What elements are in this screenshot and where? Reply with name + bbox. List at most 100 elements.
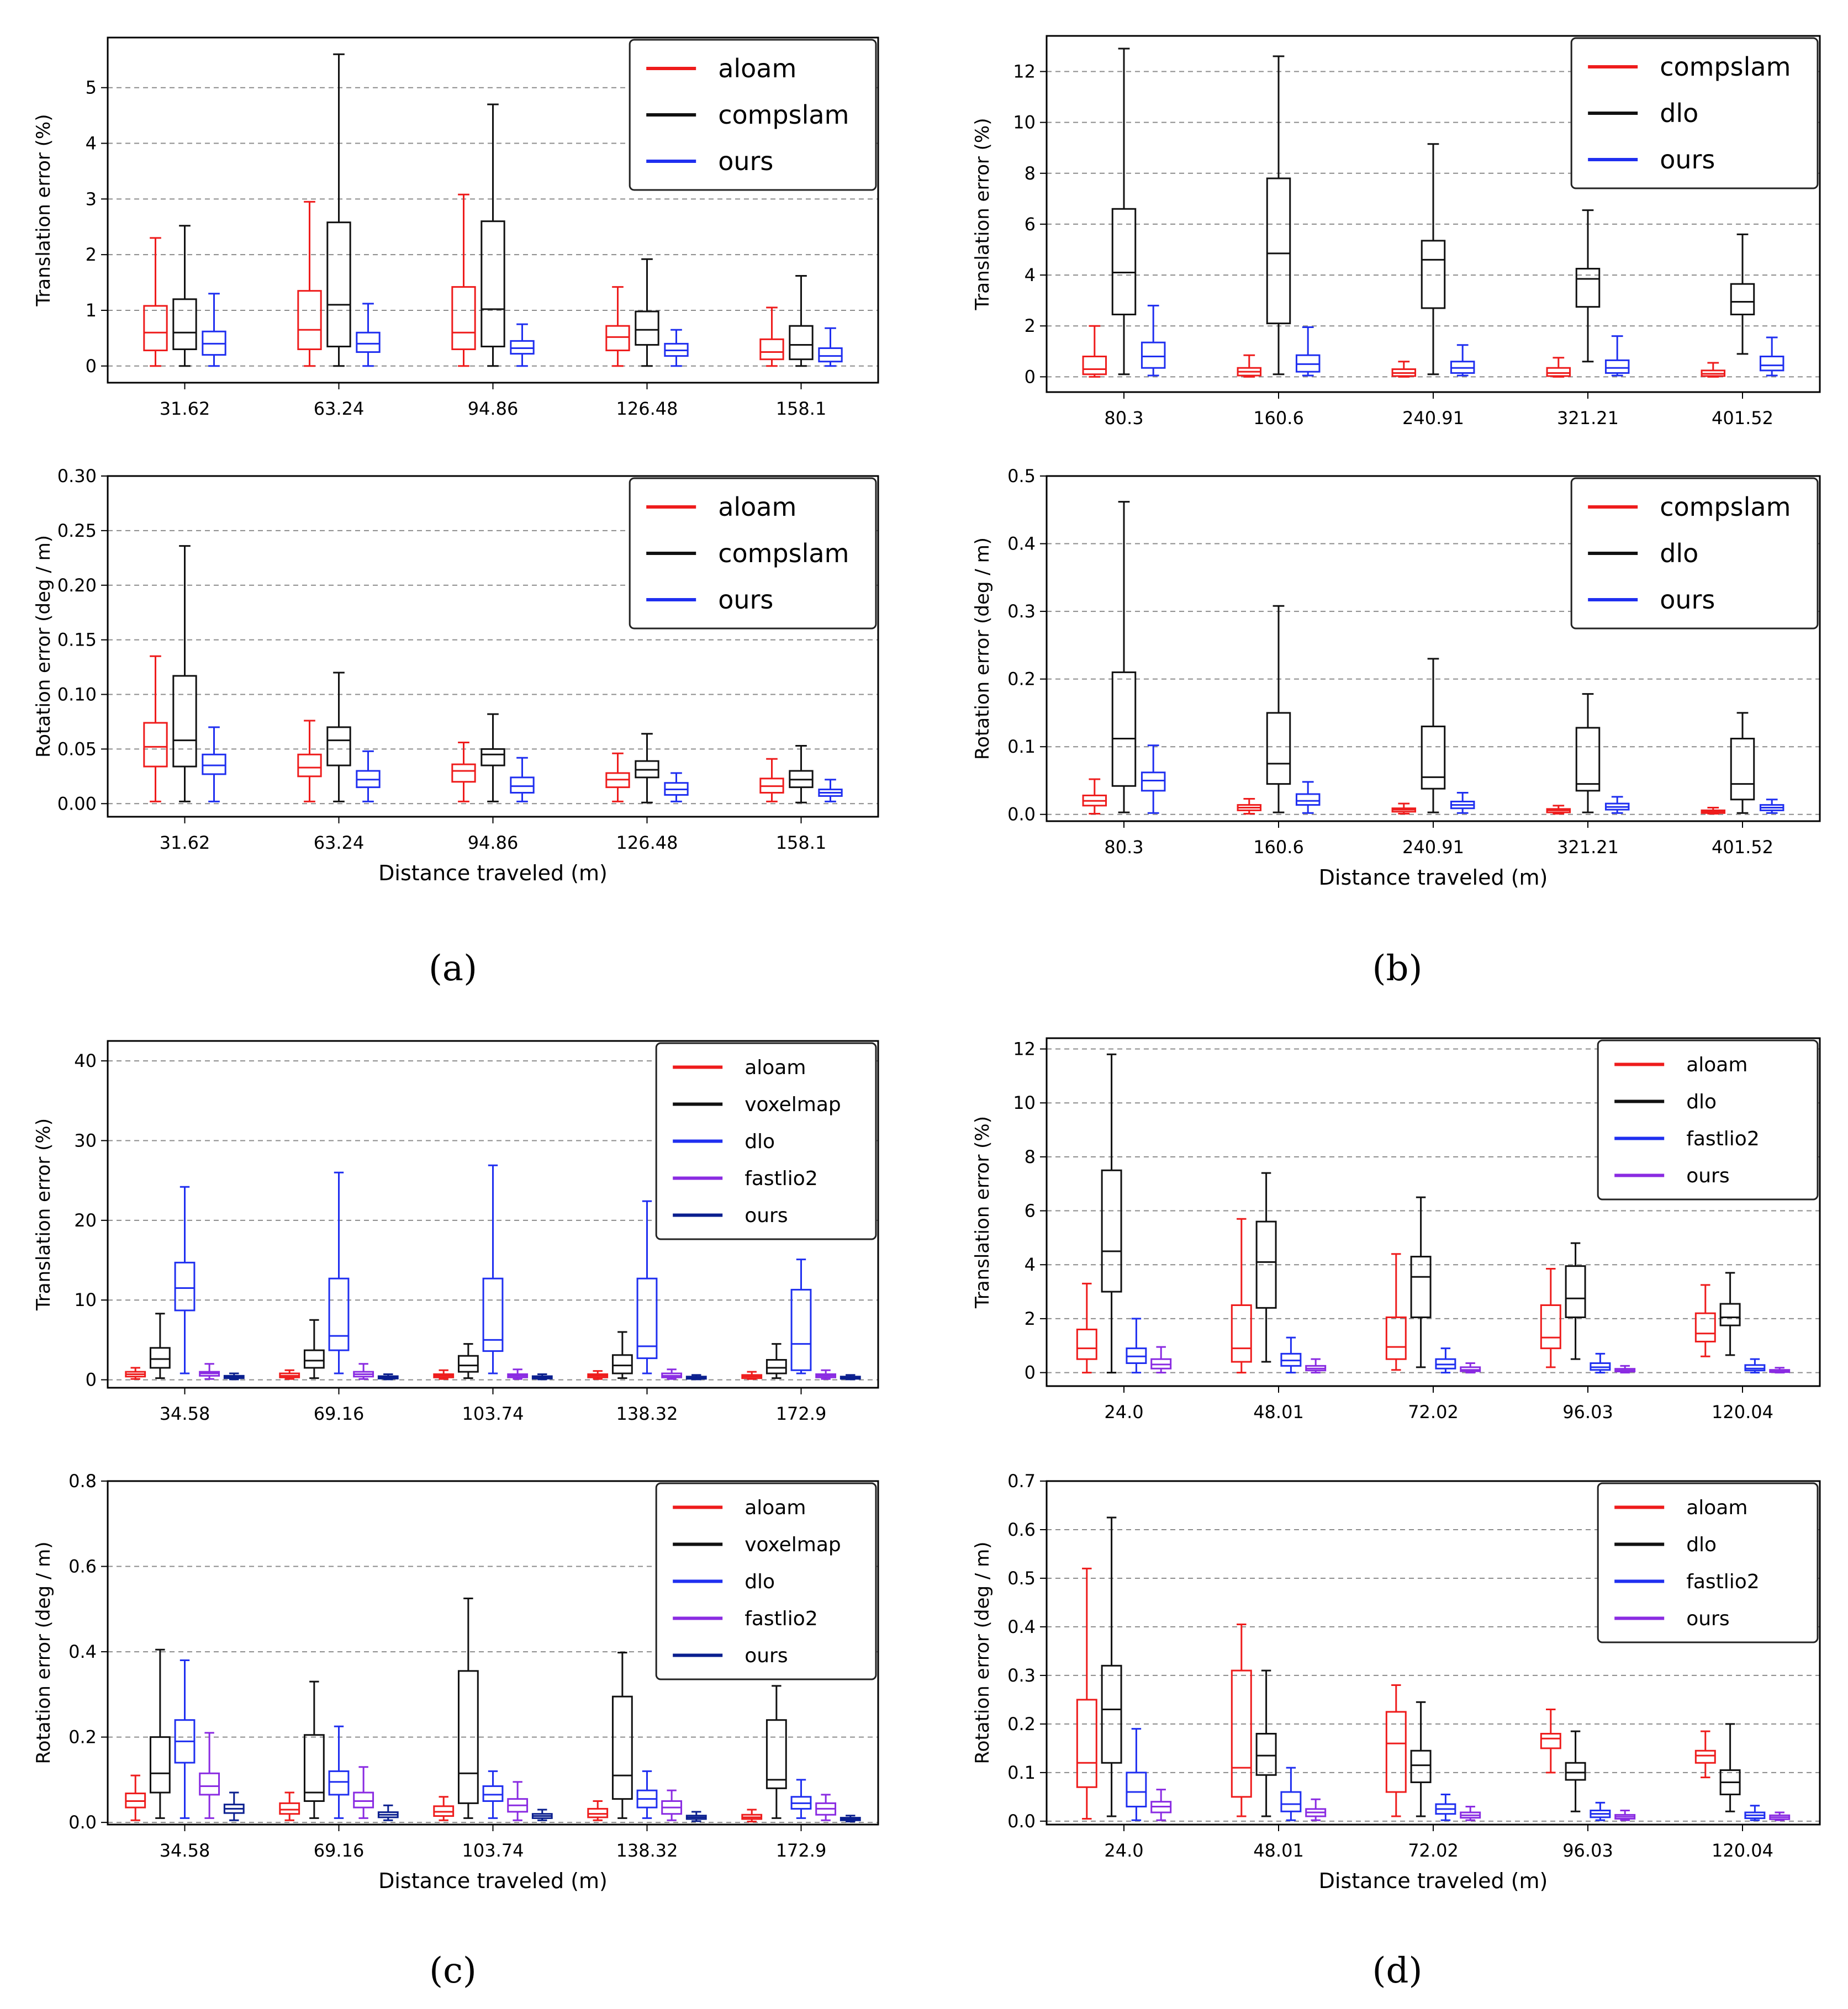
box-iqr (457, 1355, 479, 1373)
legend: aloam voxelmap dlo fastlio2 ours (655, 1042, 877, 1240)
box-ours-2 (510, 323, 535, 367)
x-tick-label: 48.01 (1253, 1840, 1304, 1861)
box-iqr (1295, 793, 1321, 806)
x-tick-label: 24.0 (1104, 1840, 1143, 1861)
box-compslam-4 (789, 274, 814, 367)
box-voxelmap-3 (611, 1331, 633, 1379)
box-aloam-2 (451, 193, 476, 367)
x-tick-label: 24.0 (1104, 1402, 1143, 1423)
box-iqr (457, 1670, 479, 1804)
box-iqr (297, 753, 322, 778)
legend-frame (1570, 37, 1819, 189)
y-axis-label: Translation error (%) (33, 114, 55, 306)
box-fastlio2-4 (1744, 1805, 1766, 1821)
box-iqr (326, 726, 351, 766)
y-tick-label: 0.6 (1007, 1519, 1036, 1540)
box-aloam-4 (1694, 1284, 1716, 1357)
chart-a-translation: 0 1 2 3 4 5 31.62 63.24 94.86 126.48 158.1 Translat… (33, 36, 879, 419)
box-ours-0 (223, 1372, 245, 1381)
box-aloam-4 (1694, 1730, 1716, 1779)
box-dlo-4 (790, 1779, 812, 1819)
box-iqr (328, 1770, 350, 1796)
box-aloam-3 (605, 752, 630, 802)
box-fastlio2-4 (815, 1369, 837, 1380)
box-fastlio2-0 (199, 1363, 220, 1380)
box-ours-1 (1305, 1358, 1327, 1374)
box-ours-3 (1614, 1365, 1636, 1374)
box-iqr (1540, 1304, 1561, 1350)
box-iqr (482, 1785, 504, 1802)
box-iqr (1385, 1316, 1407, 1360)
x-tick-label: 172.9 (776, 1403, 827, 1424)
x-tick-label: 94.86 (468, 398, 519, 419)
box-voxelmap-2 (457, 1343, 479, 1379)
box-aloam-1 (279, 1369, 300, 1380)
box-dlo-4 (1730, 233, 1755, 355)
y-tick-label: 0.5 (1007, 1568, 1036, 1589)
x-tick-label: 172.9 (776, 1840, 827, 1861)
box-compslam-4 (1701, 362, 1726, 378)
box-ours-4 (1769, 1367, 1791, 1374)
legend-label: ours (718, 146, 773, 176)
box-iqr (1719, 1303, 1741, 1326)
y-axis-label: Translation error (%) (971, 118, 994, 310)
box-fastlio2-4 (1744, 1358, 1766, 1374)
x-tick-label: 80.3 (1104, 837, 1143, 858)
y-tick-label: 0.25 (57, 520, 97, 541)
box-iqr (1266, 712, 1291, 785)
legend-label: fastlio2 (1686, 1128, 1760, 1150)
box-ours-4 (839, 1815, 861, 1823)
box-compslam-1 (326, 53, 351, 367)
y-tick-label: 0.10 (57, 684, 97, 705)
legend-frame (1597, 1482, 1819, 1643)
box-compslam-0 (1082, 778, 1107, 815)
x-tick-label: 96.03 (1562, 1840, 1613, 1861)
box-ours-3 (685, 1374, 707, 1381)
box-dlo-4 (1730, 712, 1755, 814)
x-tick-label: 96.03 (1562, 1402, 1613, 1423)
x-tick-label: 103.74 (462, 1840, 524, 1861)
box-aloam-3 (605, 286, 630, 367)
box-compslam-3 (1546, 357, 1571, 378)
y-tick-label: 0.20 (57, 575, 97, 596)
panel-label-a: (a) (429, 948, 477, 989)
plot-frame (107, 1040, 879, 1389)
box-fastlio2-0 (1126, 1318, 1147, 1374)
box-ours-2 (1450, 792, 1475, 814)
chart-d-translation: 0 2 4 6 8 10 12 24.0 48.01 72.02 96.03 120.04 Transl… (971, 1037, 1821, 1423)
x-tick-label: 72.02 (1408, 1402, 1459, 1423)
x-tick-label: 31.62 (160, 832, 210, 853)
plot-frame (1046, 35, 1821, 393)
box-ours-4 (1759, 336, 1784, 377)
y-tick-label: 4 (1025, 265, 1036, 286)
y-tick-label: 0.1 (1007, 736, 1036, 757)
box-iqr (202, 753, 226, 775)
box-compslam-3 (635, 258, 659, 367)
x-tick-label: 63.24 (314, 832, 365, 853)
y-tick-label: 8 (1025, 163, 1036, 184)
box-iqr (326, 221, 351, 347)
x-tick-label: 69.16 (314, 1403, 365, 1424)
y-tick-label: 10 (1013, 112, 1036, 133)
y-tick-label: 0.8 (68, 1471, 97, 1492)
y-tick-label: 20 (74, 1210, 97, 1231)
legend-label: aloam (718, 492, 796, 522)
box-ours-1 (1295, 781, 1321, 814)
x-tick-label: 138.32 (616, 1840, 678, 1861)
legend: compslam dlo ours (1570, 477, 1819, 630)
box-dlo-0 (1101, 1053, 1122, 1374)
box-voxelmap-0 (149, 1313, 171, 1379)
legend-label: aloam (1686, 1054, 1747, 1076)
box-iqr (1694, 1312, 1716, 1342)
y-tick-label: 4 (1025, 1254, 1036, 1275)
box-aloam-0 (125, 1774, 146, 1821)
y-tick-label: 12 (1013, 1039, 1036, 1060)
box-iqr (482, 1277, 504, 1352)
box-iqr (1111, 671, 1137, 787)
box-iqr (328, 1277, 350, 1351)
box-aloam-4 (759, 306, 784, 367)
legend: aloam dlo fastlio2 ours (1597, 1482, 1819, 1643)
box-ours-0 (223, 1791, 245, 1821)
